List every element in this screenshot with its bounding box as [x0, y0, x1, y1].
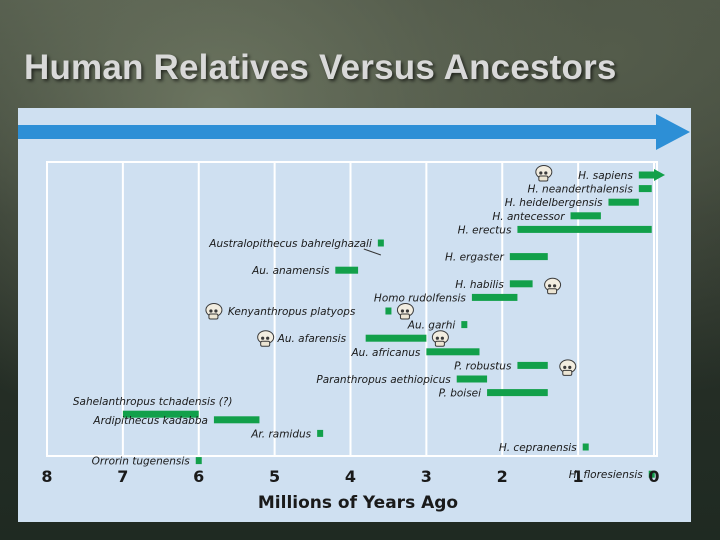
bar-australopithecus-bahrelghazali	[377, 239, 384, 247]
skull-jaw	[399, 313, 410, 320]
skull-eye	[400, 309, 405, 313]
skull-eye	[563, 365, 567, 369]
bar-au-garhi	[461, 321, 468, 329]
label-paranthropus-aethiopicus: Paranthropus aethiopicus	[316, 374, 451, 386]
label-kenyanthropus-platyops: Kenyanthropus platyops	[228, 306, 356, 318]
skull-icon	[431, 330, 449, 347]
bar-au-afarensis	[365, 334, 427, 342]
bar-h-heidelbergensis	[608, 198, 639, 206]
skull-icon	[396, 303, 414, 320]
label-h-sapiens: H. sapiens	[578, 170, 633, 182]
skull-icon	[559, 359, 577, 376]
x-tick-label: 2	[497, 467, 508, 486]
bar-h-floresiensis	[648, 470, 655, 478]
skull-icon	[535, 165, 553, 182]
bar-h-erectus	[517, 225, 652, 233]
bar-arrowhead	[654, 169, 665, 181]
label-ar-ramidus: Ar. ramidus	[250, 428, 311, 440]
x-axis-label: Millions of Years Ago	[258, 493, 458, 513]
label-au-anamensis: Au. anamensis	[251, 265, 330, 277]
label-sahelanthropus-tchadensis: Sahelanthropus tchadensis (?)	[73, 396, 233, 408]
x-tick-label: 4	[345, 467, 356, 486]
skull-icon	[205, 303, 223, 320]
skull-eye	[209, 309, 213, 313]
x-tick-label: 5	[269, 467, 280, 486]
label-h-antecessor: H. antecessor	[492, 211, 565, 223]
label-australopithecus-bahrelghazali: Australopithecus bahrelghazali	[208, 238, 372, 250]
skull-eye	[214, 309, 218, 313]
label-au-afarensis: Au. afarensis	[277, 333, 347, 345]
bars	[122, 165, 665, 478]
label-homo-rudolfensis: Homo rudolfensis	[374, 292, 466, 304]
grid	[46, 161, 658, 457]
bar-h-cepranensis	[582, 443, 589, 451]
skull-jaw	[562, 369, 573, 376]
bar-h-ergaster	[509, 253, 548, 261]
bar-h-antecessor	[570, 212, 601, 220]
label-h-neanderthalensis: H. neanderthalensis	[527, 184, 633, 196]
skull-jaw	[538, 175, 549, 182]
skull-eye	[405, 309, 410, 313]
x-tick-label: 8	[41, 467, 52, 486]
bar-kenyanthropus-platyops	[385, 307, 392, 315]
label-ardipithecus-kadabba: Ardipithecus kadabba	[92, 415, 208, 427]
label-h-erectus: H. erectus	[458, 224, 512, 236]
skull-eye	[435, 336, 439, 340]
skull-icon	[544, 277, 562, 295]
bar-sahelanthropus-tchadensis	[122, 410, 199, 418]
bar-ardipithecus-kadabba	[213, 416, 260, 424]
bar-h-neanderthalensis	[638, 185, 652, 193]
skull-eye	[440, 336, 444, 340]
slide-title: Human Relatives Versus Ancestors	[24, 48, 617, 87]
label-h-heidelbergensis: H. heidelbergensis	[505, 197, 603, 209]
skull-eye	[553, 284, 557, 288]
skull-eye	[539, 171, 543, 175]
skull-eye	[568, 365, 572, 369]
bar-ar-ramidus	[317, 429, 324, 437]
bar-h-habilis	[509, 280, 533, 288]
skull-eye	[261, 336, 265, 340]
skull-eye	[266, 336, 270, 340]
label-h-ergaster: H. ergaster	[445, 252, 504, 264]
bar-au-africanus	[426, 348, 480, 356]
chart-panel: H. sapiens H. neanderthalensis H. heidelbe…	[18, 108, 691, 522]
label-h-floresiensis: H. floresiensis	[569, 469, 643, 481]
bar-orrorin-tugenensis	[195, 457, 202, 465]
label-p-boisei: P. boisei	[439, 388, 481, 400]
x-tick-label: 1	[573, 467, 584, 486]
x-tick-label: 7	[117, 467, 128, 486]
skull-jaw	[547, 288, 558, 295]
x-tick-label: 6	[193, 467, 204, 486]
skull-jaw	[208, 313, 219, 320]
bar-homo-rudolfensis	[471, 293, 518, 301]
time-arrow	[18, 114, 690, 150]
skull-jaw	[260, 340, 271, 347]
x-tick-label: 3	[421, 467, 432, 486]
bar-p-boisei	[487, 389, 548, 397]
bar-p-robustus	[517, 361, 548, 369]
skull-eye	[544, 171, 548, 175]
label-au-africanus: Au. africanus	[351, 347, 421, 359]
bar-paranthropus-aethiopicus	[456, 375, 488, 383]
label-orrorin-tugenensis: Orrorin tugenensis	[92, 456, 191, 468]
label-h-cepranensis: H. cepranensis	[499, 442, 577, 454]
skull-jaw	[434, 340, 445, 347]
label-p-robustus: P. robustus	[454, 360, 512, 372]
bar-au-anamensis	[335, 266, 359, 274]
bar-h-sapiens	[638, 171, 654, 179]
skull-eye	[548, 284, 552, 288]
label-h-habilis: H. habilis	[455, 279, 504, 291]
label-au-garhi: Au. garhi	[407, 320, 456, 332]
skull-icon	[257, 330, 275, 347]
x-axis-ticks: 8 7 6 5 4 3 2 1 0	[41, 467, 659, 486]
time-arrow-head	[656, 114, 690, 150]
pointer-line	[363, 248, 382, 256]
time-arrow-shaft	[18, 125, 658, 139]
x-tick-label: 0	[648, 467, 659, 486]
